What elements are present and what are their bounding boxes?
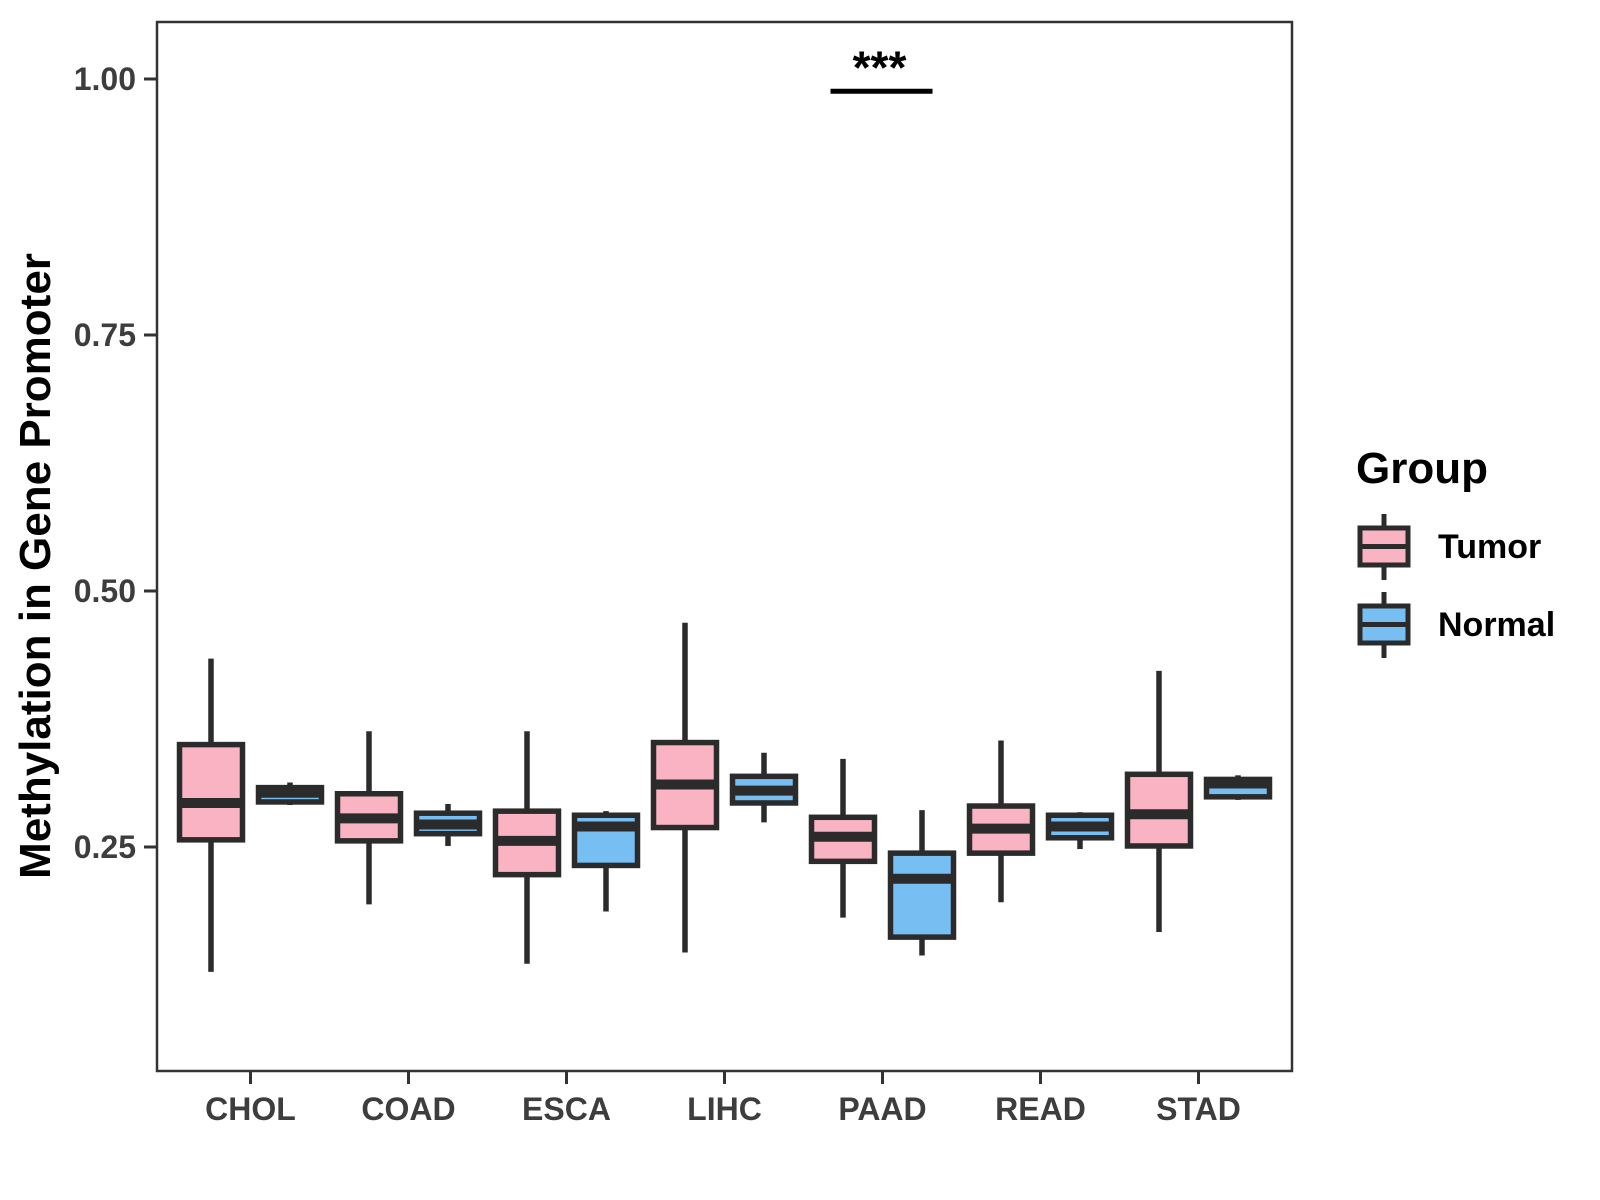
x-axis-tick-label-paad: PAAD [838,1091,926,1127]
y-axis-tick-label: 0.75 [74,317,136,353]
tumor-box-chol [176,741,246,843]
plot-panel-border [155,20,1294,1073]
x-axis-tick-label-chol: CHOL [205,1091,296,1127]
y-axis-tick-label: 1.00 [74,61,136,97]
x-axis-tick-label-lihc: LIHC [687,1091,762,1127]
x-axis-tick-label-esca: ESCA [522,1091,611,1127]
legend-item-tumor: Tumor [1356,512,1555,582]
legend-label-tumor: Tumor [1438,527,1542,566]
x-axis-tick-label-read: READ [995,1091,1086,1127]
y-axis-tick-label: 0.50 [74,573,136,609]
legend: Group Tumor Normal [1356,444,1555,668]
legend-title: Group [1356,444,1488,493]
y-axis-title: Methylation in Gene Promoter [11,253,60,879]
y-axis-tick-label: 0.25 [74,829,136,865]
legend-label-normal: Normal [1438,605,1556,644]
x-axis-tick-label-coad: COAD [361,1091,455,1127]
tumor-boxplot-key-icon [1357,514,1411,580]
normal-box-paad [887,850,957,940]
legend-item-normal: Normal [1356,590,1555,660]
normal-boxplot-key-icon [1357,592,1411,658]
x-axis-tick-label-stad: STAD [1156,1091,1241,1127]
significance-stars: *** [853,41,907,93]
